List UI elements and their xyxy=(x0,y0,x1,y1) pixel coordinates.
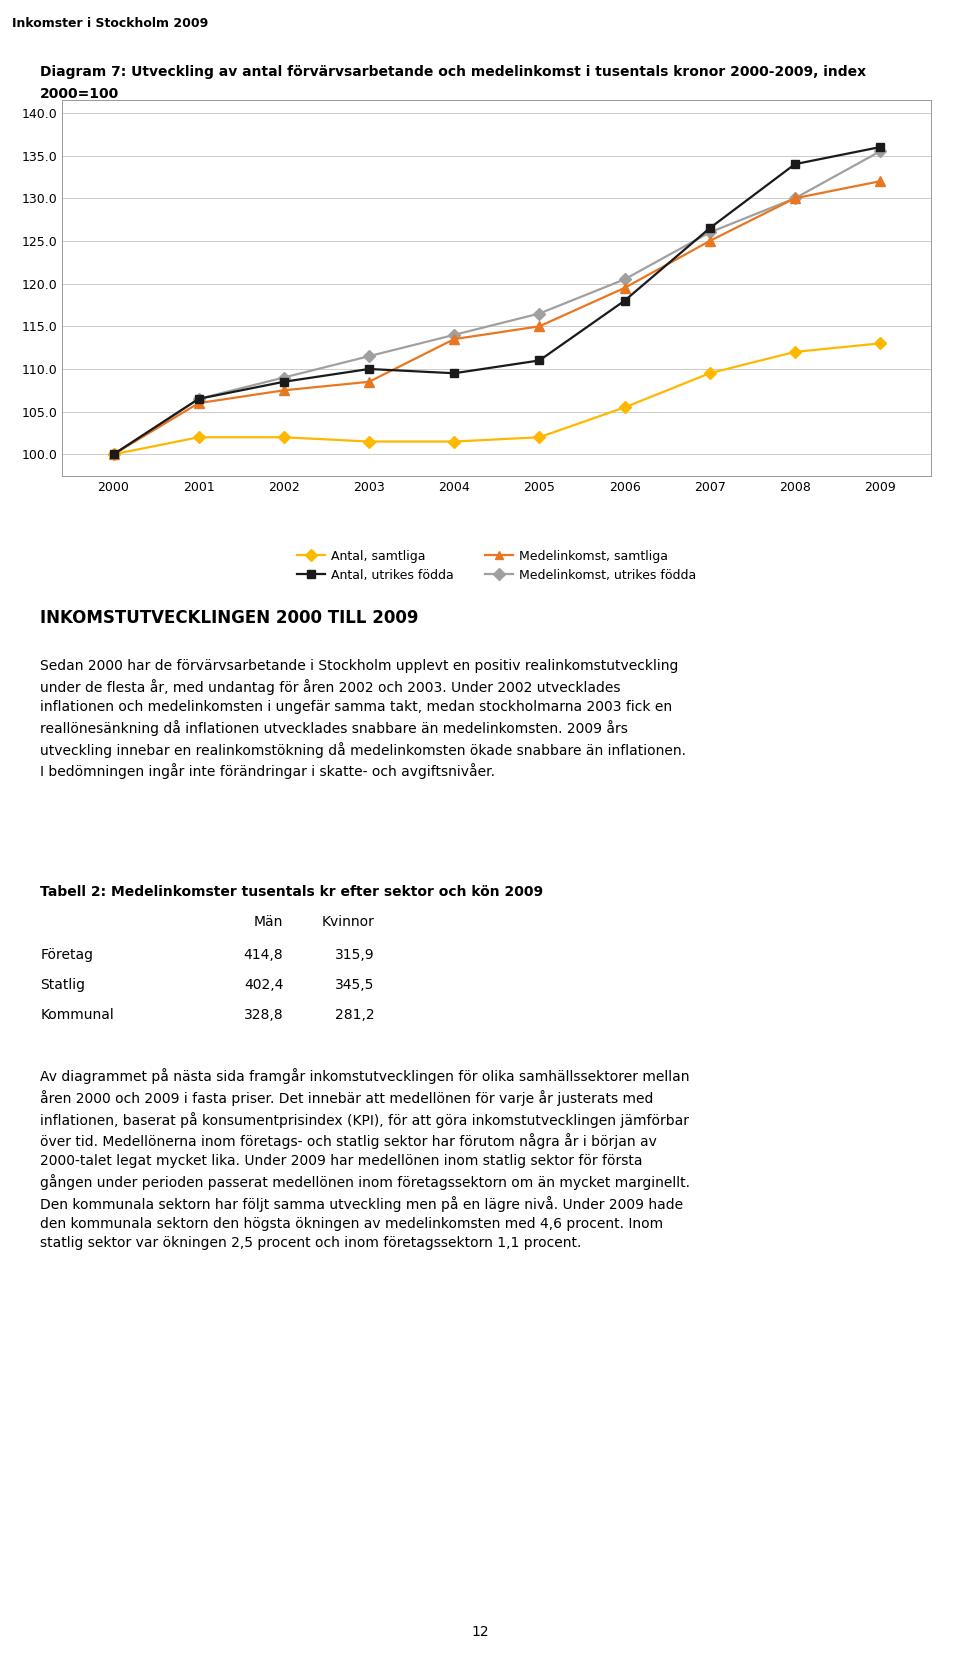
Text: INKOMSTUTVECKLINGEN 2000 TILL 2009: INKOMSTUTVECKLINGEN 2000 TILL 2009 xyxy=(40,609,419,628)
Text: 281,2: 281,2 xyxy=(335,1008,374,1021)
Text: Statlig: Statlig xyxy=(40,978,85,991)
Text: 12: 12 xyxy=(471,1626,489,1639)
Text: Inkomster i Stockholm 2009: Inkomster i Stockholm 2009 xyxy=(12,17,207,30)
Text: 414,8: 414,8 xyxy=(244,948,283,961)
Text: Av diagrammet på nästa sida framgår inkomstutvecklingen för olika samhällssektor: Av diagrammet på nästa sida framgår inko… xyxy=(40,1068,690,1250)
Text: Män: Män xyxy=(253,915,283,928)
Text: Diagram 7: Utveckling av antal förvärvsarbetande och medelinkomst i tusentals kr: Diagram 7: Utveckling av antal förvärvsa… xyxy=(40,65,867,78)
Text: 2000=100: 2000=100 xyxy=(40,87,120,100)
Text: Tabell 2: Medelinkomster tusentals kr efter sektor och kön 2009: Tabell 2: Medelinkomster tusentals kr ef… xyxy=(40,885,543,898)
Text: 315,9: 315,9 xyxy=(335,948,374,961)
Text: Kvinnor: Kvinnor xyxy=(322,915,374,928)
Text: 345,5: 345,5 xyxy=(335,978,374,991)
Text: Sedan 2000 har de förvärvsarbetande i Stockholm upplevt en positiv realinkomstut: Sedan 2000 har de förvärvsarbetande i St… xyxy=(40,659,686,779)
Text: Kommunal: Kommunal xyxy=(40,1008,114,1021)
Text: 402,4: 402,4 xyxy=(244,978,283,991)
Text: Företag: Företag xyxy=(40,948,93,961)
Legend: Antal, samtliga, Antal, utrikes födda, Medelinkomst, samtliga, Medelinkomst, utr: Antal, samtliga, Antal, utrikes födda, M… xyxy=(298,549,696,582)
Text: 328,8: 328,8 xyxy=(244,1008,283,1021)
